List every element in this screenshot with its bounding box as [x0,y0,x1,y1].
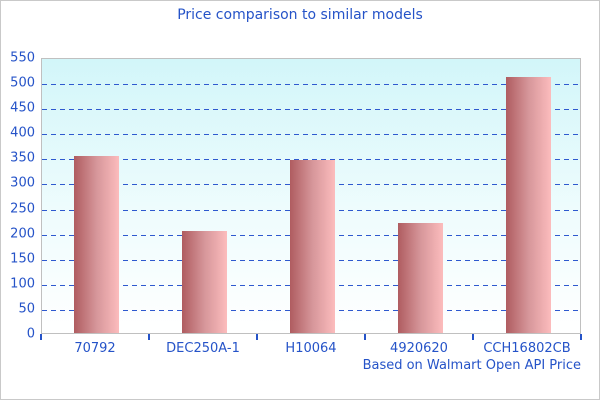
y-axis-label-550: 550 [10,50,35,66]
x-axis-tick [148,334,150,340]
y-axis-label-50: 50 [18,301,35,317]
bar-70792 [73,156,119,333]
bar-4920620 [397,222,443,333]
x-axis-label-DEC250A-1: DEC250A-1 [166,341,240,356]
x-axis-tick [364,334,366,340]
y-axis-label-400: 400 [10,125,35,141]
y-axis-label-300: 300 [10,175,35,191]
y-axis-label-450: 450 [10,100,35,116]
y-axis-label-200: 200 [10,226,35,242]
y-axis-label-500: 500 [10,75,35,91]
x-axis-tick [256,334,258,340]
chart-title: Price comparison to similar models [177,7,423,23]
gridline-350 [42,159,580,161]
y-axis-label-350: 350 [10,150,35,166]
y-axis-label-100: 100 [10,276,35,292]
x-axis-label-4920620: 4920620 [390,341,448,356]
y-axis-label-250: 250 [10,201,35,217]
y-axis-label-0: 0 [26,326,35,342]
gridline-450 [42,109,580,111]
x-axis-label-70792: 70792 [74,341,116,356]
gridline-500 [42,84,580,86]
chart-caption: Based on Walmart Open API Price [362,358,581,373]
x-axis-tick [580,334,582,340]
gridline-400 [42,134,580,136]
x-axis-tick [472,334,474,340]
y-axis-label-150: 150 [10,251,35,267]
x-axis-label-H10064: H10064 [285,341,337,356]
bar-DEC250A-1 [181,231,227,333]
x-axis-label-CCH16802CB: CCH16802CB [483,341,571,356]
bar-CCH16802CB [505,77,551,333]
bar-H10064 [289,159,335,333]
plot-area [41,58,581,334]
x-axis-tick [40,334,42,340]
